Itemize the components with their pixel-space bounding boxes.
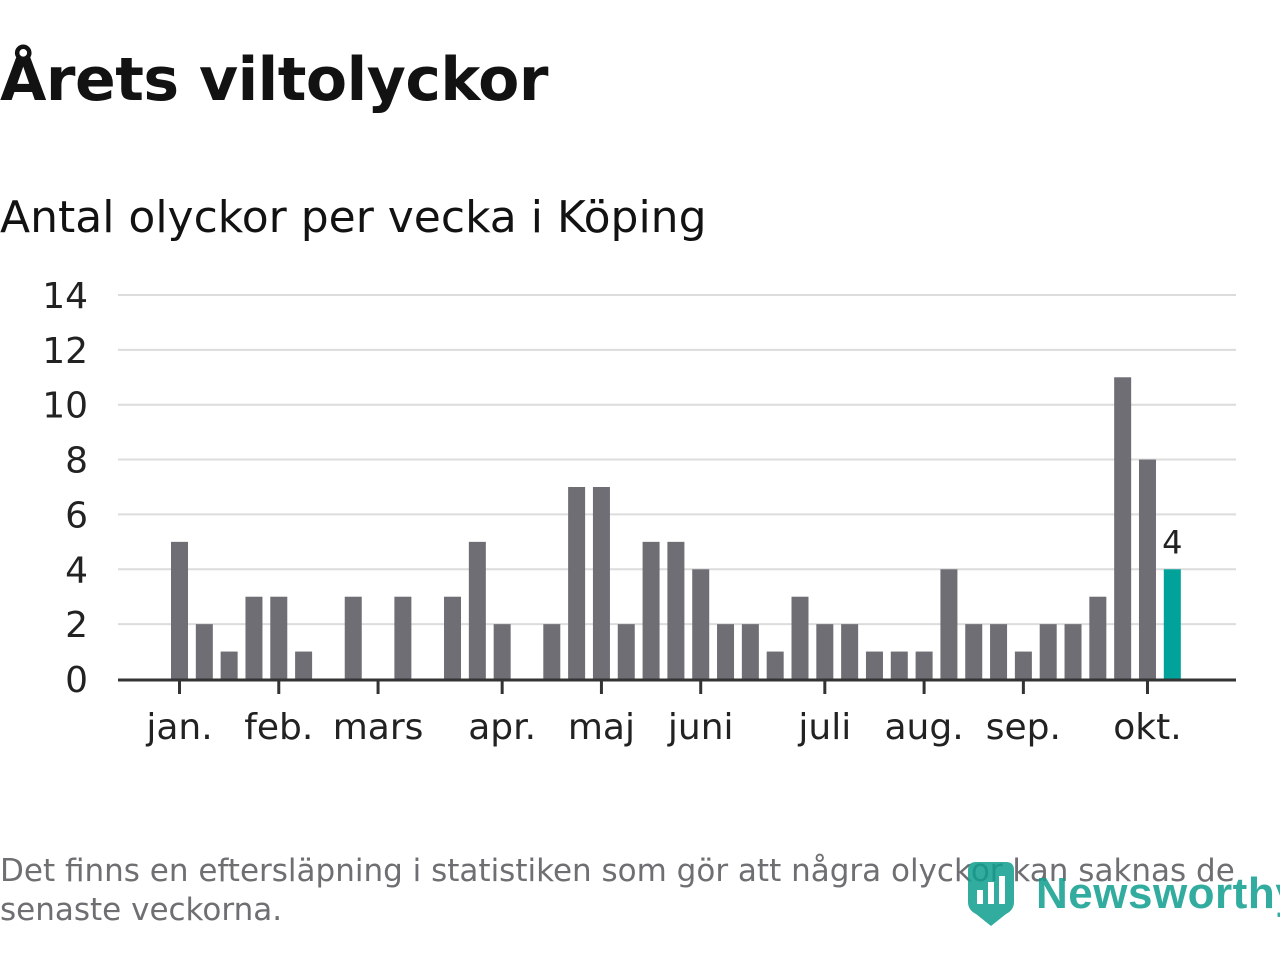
bar — [717, 624, 735, 679]
bar — [791, 596, 809, 679]
bars — [171, 377, 1181, 679]
bar — [816, 624, 834, 679]
x-tick-label: mars — [333, 707, 424, 748]
bar — [841, 624, 859, 679]
bar — [741, 624, 759, 679]
brand-logo: Newsworthy — [964, 860, 1280, 928]
bar — [592, 486, 610, 679]
y-tick-label: 10 — [42, 386, 88, 427]
bar — [667, 541, 685, 679]
chart-subtitle: Antal olyckor per vecka i Köping — [0, 192, 707, 243]
bar — [1039, 624, 1057, 679]
bar — [915, 651, 933, 679]
y-tick-label: 0 — [65, 660, 88, 701]
bar-chart: 0 2 4 6 8 10 12 14 jan. feb. mars apr. maj juni juli a… — [42, 276, 1236, 748]
bar — [468, 541, 486, 679]
x-tick-label: juli — [797, 707, 851, 748]
footnote: Det finns en eftersläpning i statistiken… — [0, 853, 1235, 928]
x-tick-label: okt. — [1113, 707, 1181, 748]
gridlines — [118, 293, 1236, 626]
x-tick-label: apr. — [468, 707, 536, 748]
x-tick-label: juni — [667, 707, 734, 748]
bar-highlight — [1163, 569, 1181, 679]
bar — [1138, 459, 1156, 679]
bar — [890, 651, 908, 679]
y-tick-label: 8 — [65, 441, 88, 482]
bar — [444, 596, 462, 679]
x-tick-label: sep. — [986, 707, 1061, 748]
bar — [493, 624, 511, 679]
bar — [543, 624, 561, 679]
bar — [1064, 624, 1082, 679]
bar — [295, 651, 313, 679]
bar — [965, 624, 983, 679]
bar — [1014, 651, 1032, 679]
bar — [766, 651, 784, 679]
chart-title: Årets viltolyckor — [0, 45, 549, 115]
y-axis-ticks: 0 2 4 6 8 10 12 14 — [42, 276, 88, 701]
data-labels: 4 — [1162, 523, 1182, 561]
bar — [617, 624, 635, 679]
bar — [245, 596, 263, 679]
bar — [642, 541, 660, 679]
newsworthy-logo-icon — [968, 862, 1014, 926]
data-label-highlight: 4 — [1162, 523, 1182, 561]
bar — [171, 541, 188, 679]
bar — [990, 624, 1008, 679]
y-tick-label: 14 — [42, 276, 88, 317]
bar — [195, 624, 213, 679]
y-tick-label: 4 — [65, 550, 88, 591]
bar — [568, 486, 586, 679]
x-tick-label: jan. — [145, 707, 212, 748]
bar — [865, 651, 883, 679]
bar — [1114, 377, 1132, 679]
x-tick-label: maj — [568, 707, 635, 748]
y-tick-label: 2 — [65, 605, 88, 646]
x-tick-label: feb. — [244, 707, 313, 748]
bar — [394, 596, 412, 679]
bar — [1089, 596, 1107, 679]
bar — [692, 569, 710, 679]
bar — [270, 596, 288, 679]
bar — [344, 596, 362, 679]
y-tick-label: 6 — [65, 495, 88, 536]
x-axis-ticks: jan. feb. mars apr. maj juni juli aug. sep. okt. — [145, 680, 1182, 748]
x-tick-label: aug. — [885, 707, 964, 748]
bar — [220, 651, 238, 679]
brand-name: Newsworthy — [1036, 869, 1280, 918]
bar — [940, 569, 958, 679]
y-tick-label: 12 — [42, 331, 88, 372]
